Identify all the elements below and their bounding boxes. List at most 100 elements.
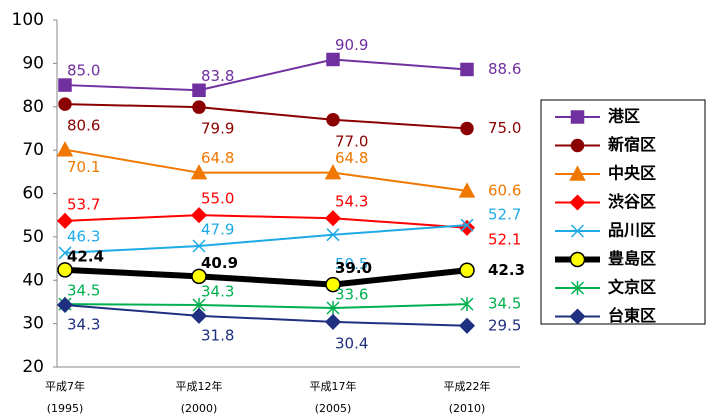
value-label: 42.3 [488,261,525,279]
marker [326,113,340,127]
y-tick-label: 30 [22,314,44,334]
legend-label: 豊島区 [608,249,656,268]
legend-marker [570,138,585,153]
x-tick-label: 平成12年 [176,379,223,393]
marker [458,317,476,334]
marker [460,121,474,136]
marker [192,83,206,98]
marker [324,313,342,330]
marker [58,246,72,260]
marker [460,297,474,312]
x-tick-year: (2000) [181,402,218,415]
series-line [64,224,468,254]
marker [56,212,74,229]
value-label: 40.9 [201,254,238,272]
value-label: 42.4 [67,247,104,265]
marker [460,218,474,232]
y-tick-label: 60 [22,184,44,204]
marker [56,296,74,314]
marker [325,276,341,293]
legend-marker [569,308,586,325]
legend-label: 品川区 [608,221,656,240]
value-label: 64.8 [201,149,234,167]
marker [192,100,206,114]
value-label: 88.6 [488,60,521,78]
legend-marker [569,194,586,211]
value-label: 90.9 [335,36,368,54]
legend-marker [570,110,585,124]
value-label: 77.0 [335,132,368,150]
marker [190,307,208,324]
series-line [64,214,468,229]
value-label: 34.5 [67,282,100,300]
marker [190,207,208,224]
legend [540,99,706,325]
legend-label: 台東区 [608,306,656,325]
value-label: 54.3 [335,193,368,211]
value-label: 30.4 [335,334,368,352]
y-tick-label: 70 [22,140,44,160]
x-tick-label: 平成17年 [310,379,357,393]
x-tick-year: (2005) [315,402,352,415]
y-tick-label: 40 [22,270,44,290]
value-label: 75.0 [488,119,521,137]
series-line [64,103,468,130]
series-line [64,148,468,192]
legend-label: 新宿区 [608,135,656,154]
value-label: 47.9 [201,220,234,238]
marker [326,52,340,67]
y-tick-label: 50 [22,227,44,247]
value-label: 80.6 [67,117,100,135]
value-label: 34.3 [67,315,100,333]
x-tick-label: 平成7年 [45,379,85,393]
series-line [64,303,468,327]
marker [459,262,475,279]
value-label: 50.5 [335,255,368,273]
value-label: 46.3 [67,227,100,245]
value-label: 29.5 [488,316,521,334]
value-label: 31.8 [201,326,234,344]
legend-label: 中央区 [608,164,656,183]
value-label: 52.7 [488,206,521,224]
marker [191,268,207,285]
x-tick-label: 平成22年 [444,379,491,393]
x-tick-year: (2010) [449,402,486,415]
value-label: 85.0 [67,62,100,80]
marker [460,62,474,77]
value-label: 53.7 [67,195,100,213]
y-tick-label: 90 [22,53,44,73]
series-line [64,58,468,92]
legend-marker [569,251,586,268]
marker [190,164,208,180]
legend-label: 文京区 [608,278,656,297]
series-line [64,303,468,310]
marker [324,210,342,227]
marker [57,262,73,278]
y-tick-label: 20 [22,357,44,377]
legend-marker [570,224,585,238]
value-label: 39.0 [335,259,372,277]
marker [326,228,340,242]
series-line [64,266,468,288]
value-label: 33.6 [335,286,368,304]
y-tick-label: 100 [12,10,44,30]
marker [326,301,340,316]
marker [458,219,476,236]
value-label: 34.5 [488,295,521,313]
legend-marker [569,165,586,181]
value-label: 52.1 [488,230,521,248]
marker [58,78,72,92]
marker [56,141,74,157]
legend-marker [570,281,585,295]
value-label: 70.1 [67,158,100,176]
legend-label: 港区 [608,107,640,126]
legend-label: 渋谷区 [608,192,656,211]
marker [458,182,476,198]
value-label: 79.9 [201,120,234,138]
y-tick-label: 80 [22,97,44,117]
x-tick-year: (1995) [47,402,84,415]
value-label: 60.6 [488,181,521,199]
value-label: 55.0 [201,190,234,208]
value-label: 34.3 [201,282,234,300]
